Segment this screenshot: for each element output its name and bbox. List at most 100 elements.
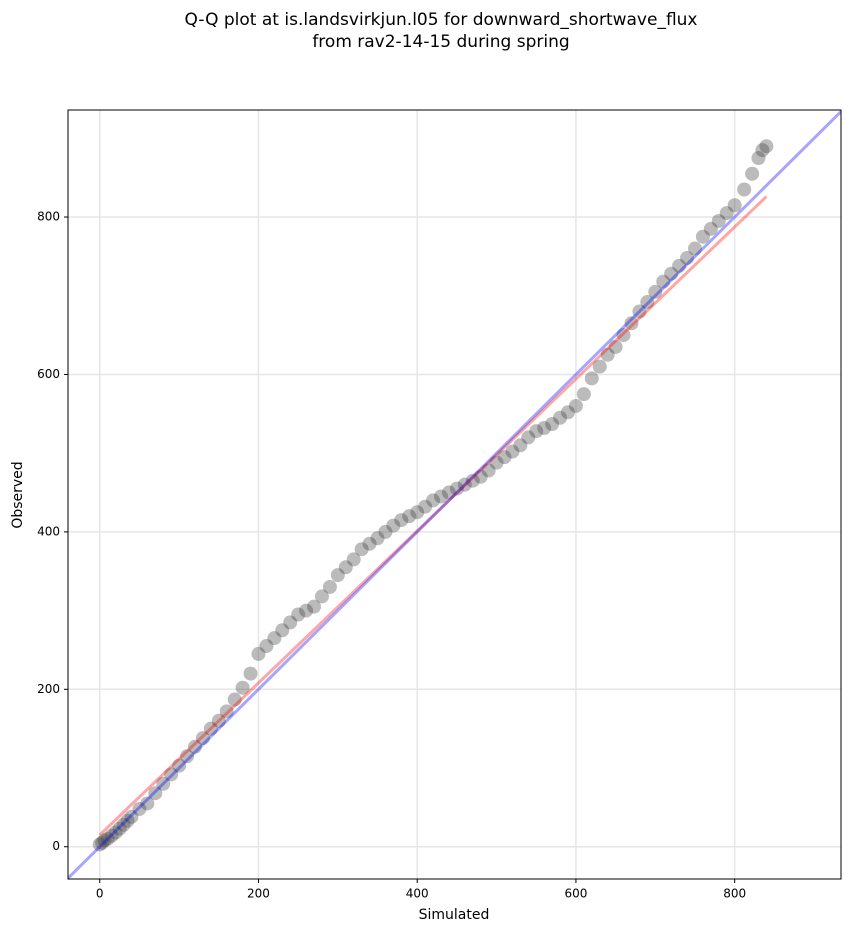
point: [394, 513, 409, 528]
point: [140, 796, 155, 811]
point: [338, 560, 353, 575]
point: [92, 837, 107, 852]
point: [386, 518, 401, 533]
point: [481, 463, 496, 478]
point: [560, 405, 575, 420]
point: [120, 813, 135, 828]
plot-frame: [67, 109, 842, 880]
point: [624, 316, 639, 331]
point: [124, 809, 139, 824]
point: [322, 579, 337, 594]
point: [95, 835, 110, 850]
point: [592, 359, 607, 374]
point: [703, 221, 718, 236]
point: [180, 749, 195, 764]
line: [68, 110, 841, 879]
point: [608, 339, 623, 354]
point: [600, 347, 615, 362]
point: [505, 444, 520, 459]
point: [727, 198, 742, 213]
point: [211, 713, 226, 728]
x-tick-label: 200: [247, 887, 270, 901]
point: [656, 274, 671, 289]
y-tick-label: 200: [37, 682, 60, 696]
point: [521, 430, 536, 445]
point: [434, 489, 449, 504]
point: [426, 493, 441, 508]
x-tick-label: 600: [564, 887, 587, 901]
point: [378, 524, 393, 539]
x-tick-label: 800: [723, 887, 746, 901]
point: [576, 387, 591, 402]
point: [457, 477, 472, 492]
x-tick-label: 0: [96, 887, 104, 901]
point: [402, 509, 417, 524]
point: [513, 438, 528, 453]
chart-title: Q-Q plot at is.landsvirkjun.l05 for down…: [185, 10, 698, 30]
point: [187, 739, 202, 754]
point: [235, 680, 250, 695]
point: [219, 704, 234, 719]
x-tick-label: 400: [406, 887, 429, 901]
point: [116, 817, 131, 832]
point: [465, 473, 480, 488]
point: [751, 151, 766, 166]
point: [164, 767, 179, 782]
point: [370, 531, 385, 546]
point: [584, 371, 599, 386]
point: [291, 607, 306, 622]
point: [132, 801, 147, 816]
point: [745, 166, 760, 181]
line: [98, 195, 768, 837]
point: [346, 552, 361, 567]
point: [687, 241, 702, 256]
point: [251, 646, 266, 661]
point: [410, 505, 425, 520]
point: [330, 568, 345, 583]
point: [195, 731, 210, 746]
point: [418, 499, 433, 514]
point: [680, 250, 695, 265]
point: [719, 206, 734, 221]
point: [172, 758, 187, 773]
point: [100, 831, 115, 846]
point: [104, 828, 119, 843]
point: [108, 825, 123, 840]
point: [664, 266, 679, 281]
point: [156, 776, 171, 791]
point: [283, 615, 298, 630]
point: [759, 139, 774, 154]
point: [314, 589, 329, 604]
x-axis-label: Simulated: [419, 907, 490, 923]
point: [307, 599, 322, 614]
y-axis-label: Observed: [10, 461, 26, 528]
y-tick-label: 600: [37, 367, 60, 381]
point: [497, 450, 512, 465]
point: [441, 485, 456, 500]
chart-title: from rav2-14-15 during spring: [312, 32, 569, 52]
y-tick-label: 0: [52, 839, 60, 853]
point: [695, 229, 710, 244]
y-tick-label: 800: [37, 210, 60, 224]
point: [568, 398, 583, 413]
point: [632, 304, 647, 319]
point: [227, 692, 242, 707]
point: [112, 821, 127, 836]
point: [616, 328, 631, 343]
point: [354, 542, 369, 557]
point: [97, 833, 112, 848]
point: [672, 258, 687, 273]
point: [537, 420, 552, 435]
point: [267, 631, 282, 646]
point: [737, 182, 752, 197]
point: [545, 417, 560, 432]
y-tick-label: 400: [37, 524, 60, 538]
point: [473, 469, 488, 484]
point: [299, 603, 314, 618]
point: [553, 410, 568, 425]
point: [449, 481, 464, 496]
point: [640, 295, 655, 310]
point: [755, 143, 770, 158]
